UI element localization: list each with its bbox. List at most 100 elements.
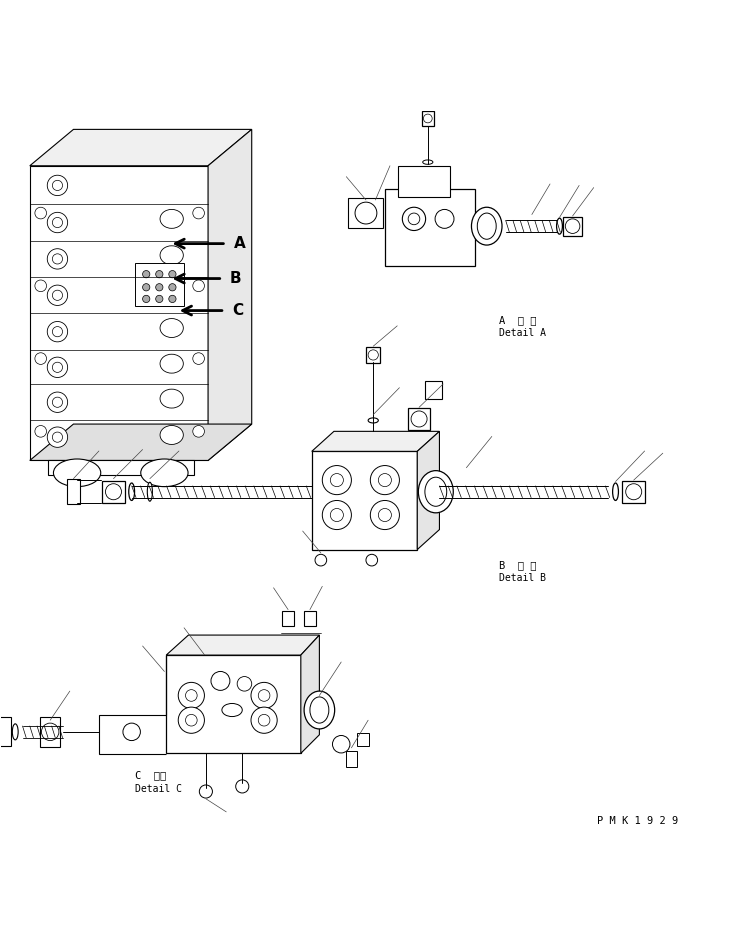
Circle shape [424, 114, 432, 123]
Ellipse shape [147, 483, 152, 502]
Bar [348, 198, 383, 228]
Circle shape [332, 735, 350, 753]
Ellipse shape [423, 160, 433, 164]
Circle shape [378, 473, 391, 486]
Circle shape [565, 218, 580, 234]
Polygon shape [30, 424, 252, 461]
Circle shape [378, 508, 391, 522]
Circle shape [143, 271, 150, 277]
Circle shape [169, 295, 176, 302]
Bar [67, 480, 80, 504]
Polygon shape [208, 129, 252, 461]
Bar [408, 408, 430, 430]
Ellipse shape [472, 207, 502, 245]
Circle shape [408, 213, 420, 225]
Bar [40, 716, 61, 747]
Circle shape [35, 352, 47, 365]
Circle shape [156, 284, 163, 291]
Circle shape [143, 284, 150, 291]
Bar [422, 111, 434, 125]
Ellipse shape [160, 282, 183, 301]
Circle shape [123, 723, 141, 741]
Circle shape [169, 284, 176, 291]
Ellipse shape [222, 703, 242, 716]
Ellipse shape [160, 209, 183, 228]
Circle shape [35, 207, 47, 218]
Circle shape [35, 280, 47, 292]
Circle shape [35, 426, 47, 437]
Circle shape [178, 682, 204, 709]
Circle shape [258, 714, 270, 726]
Ellipse shape [47, 392, 68, 412]
Ellipse shape [52, 254, 63, 264]
Bar [282, 611, 294, 626]
Bar [398, 166, 451, 197]
Text: Detail A: Detail A [499, 328, 546, 338]
Ellipse shape [477, 213, 496, 239]
Ellipse shape [52, 180, 63, 191]
Ellipse shape [52, 432, 63, 443]
Circle shape [355, 202, 377, 224]
Bar [384, 189, 475, 266]
Ellipse shape [52, 327, 63, 336]
Ellipse shape [160, 318, 183, 337]
Ellipse shape [556, 218, 562, 234]
Circle shape [251, 707, 277, 733]
Bar [563, 217, 582, 236]
Bar [366, 347, 380, 363]
Circle shape [192, 426, 204, 437]
Circle shape [42, 723, 59, 741]
Bar [312, 451, 417, 550]
Circle shape [192, 207, 204, 218]
Polygon shape [30, 129, 252, 165]
Circle shape [330, 473, 343, 486]
Bar [357, 732, 369, 746]
Circle shape [258, 690, 270, 701]
Text: P M K 1 9 2 9: P M K 1 9 2 9 [597, 816, 679, 826]
Ellipse shape [418, 470, 453, 513]
Circle shape [199, 785, 212, 798]
Ellipse shape [141, 459, 188, 486]
Text: A: A [233, 237, 245, 251]
Ellipse shape [52, 397, 63, 408]
Ellipse shape [47, 249, 68, 269]
Ellipse shape [12, 724, 18, 740]
Ellipse shape [52, 362, 63, 372]
Text: B: B [230, 271, 241, 286]
Text: A  詳 細: A 詳 細 [499, 315, 537, 325]
Circle shape [370, 501, 399, 529]
Circle shape [156, 271, 163, 277]
Circle shape [366, 554, 378, 566]
Polygon shape [417, 431, 440, 550]
Ellipse shape [52, 290, 63, 300]
Polygon shape [312, 431, 440, 451]
Circle shape [185, 714, 197, 726]
Circle shape [322, 501, 351, 529]
Circle shape [143, 295, 150, 302]
Ellipse shape [47, 321, 68, 342]
Circle shape [169, 271, 176, 277]
Circle shape [185, 690, 197, 701]
Ellipse shape [310, 697, 329, 723]
Ellipse shape [47, 285, 68, 306]
Circle shape [211, 672, 230, 691]
Bar [304, 611, 316, 626]
Polygon shape [48, 461, 193, 475]
Polygon shape [30, 165, 208, 461]
Bar [135, 262, 184, 306]
Circle shape [625, 484, 642, 500]
Bar [102, 481, 125, 503]
Circle shape [106, 484, 122, 500]
Bar [0, 717, 11, 747]
Bar [425, 381, 443, 399]
Circle shape [178, 707, 204, 733]
Circle shape [156, 295, 163, 302]
Circle shape [402, 207, 426, 231]
Text: C: C [232, 303, 243, 318]
Text: B  詳 細: B 詳 細 [499, 560, 537, 570]
Circle shape [235, 780, 249, 793]
Polygon shape [166, 635, 319, 655]
Ellipse shape [47, 175, 68, 196]
Circle shape [368, 350, 378, 360]
Ellipse shape [160, 354, 183, 373]
